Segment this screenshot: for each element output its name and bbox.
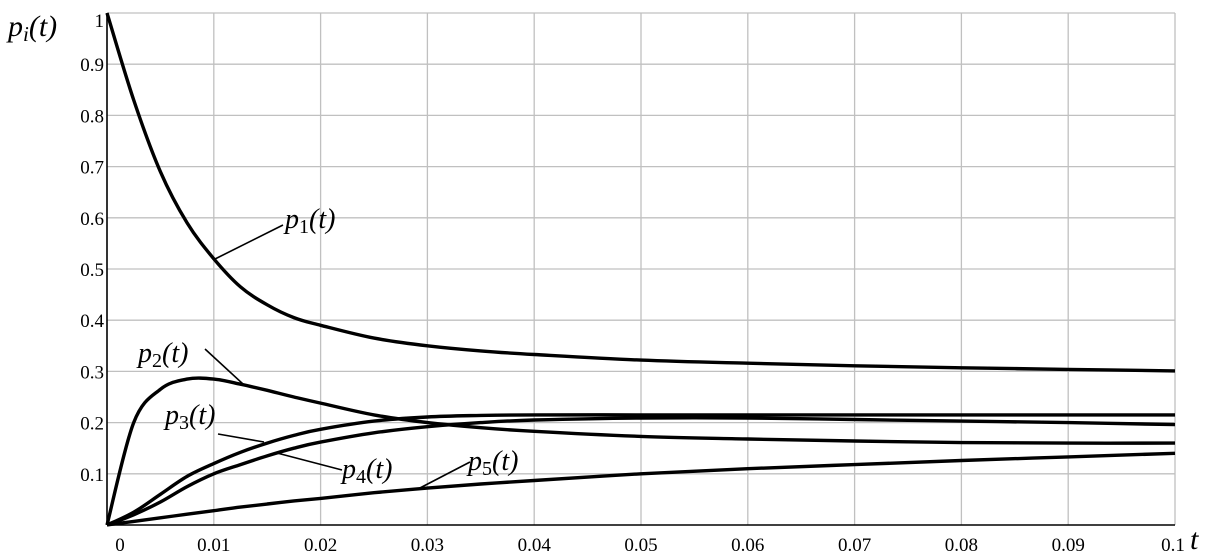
x-tick-label: 0.06 xyxy=(731,535,764,556)
series-label-p1: p1(t) xyxy=(283,204,335,238)
x-tick-label: 0.07 xyxy=(838,535,871,556)
series-label-p2: p2(t) xyxy=(136,338,188,372)
x-tick-label: 0 xyxy=(115,535,125,556)
y-axis-title: pi(t) xyxy=(6,10,57,46)
series-label-p4: p4(t) xyxy=(340,454,392,488)
x-tick-labels: 0 0.01 0.02 0.03 0.04 0.05 0.06 0.07 0.08 0.09 0.1 xyxy=(115,535,1185,556)
series-label-p3: p3(t) xyxy=(163,400,215,434)
leader-line-p2 xyxy=(204,348,244,385)
y-tick-label: 0.6 xyxy=(80,209,104,230)
x-tick-label: 0.01 xyxy=(197,535,230,556)
grid-lines xyxy=(107,12,1176,525)
series-line-p1 xyxy=(105,12,1176,373)
x-axis-title: t xyxy=(1190,523,1199,556)
leader-line-p3 xyxy=(217,433,265,443)
y-tick-label: 0.9 xyxy=(80,55,104,76)
series-line-p4 xyxy=(106,416,1176,527)
y-tick-label: 0.8 xyxy=(80,106,104,127)
series-line-p2 xyxy=(105,376,1176,526)
y-tick-label: 0.4 xyxy=(80,311,104,332)
series-line-p3 xyxy=(106,413,1175,527)
x-tick-label: 0.04 xyxy=(518,535,552,556)
leader-line-p5 xyxy=(417,461,471,490)
x-tick-label: 0.02 xyxy=(304,535,337,556)
leader-line-p1 xyxy=(214,224,284,260)
x-tick-label: 0.09 xyxy=(1052,535,1085,556)
y-tick-label: 0.7 xyxy=(80,158,104,179)
y-tick-label: 1 xyxy=(95,11,105,32)
series-labels: p1(t) p2(t) p3(t) p4(t) p5(t) xyxy=(136,204,518,488)
x-tick-label: 0.05 xyxy=(624,535,657,556)
label-leaders xyxy=(204,224,471,490)
x-tick-label: 0.08 xyxy=(945,535,978,556)
y-tick-label: 0.3 xyxy=(80,362,104,383)
series-line-p5 xyxy=(106,451,1176,527)
series-lines xyxy=(105,12,1176,527)
x-tick-label: 0.03 xyxy=(411,535,444,556)
x-tick-label: 0.1 xyxy=(1161,535,1185,556)
y-tick-labels: 0.1 0.2 0.3 0.4 0.5 0.6 0.7 0.8 0.9 1 xyxy=(80,11,104,486)
y-tick-label: 0.1 xyxy=(80,465,104,486)
axes xyxy=(106,13,1175,526)
y-tick-label: 0.2 xyxy=(80,414,104,435)
leader-line-p4 xyxy=(276,452,343,471)
series-label-p5: p5(t) xyxy=(466,446,518,480)
y-tick-label: 0.5 xyxy=(80,260,104,281)
